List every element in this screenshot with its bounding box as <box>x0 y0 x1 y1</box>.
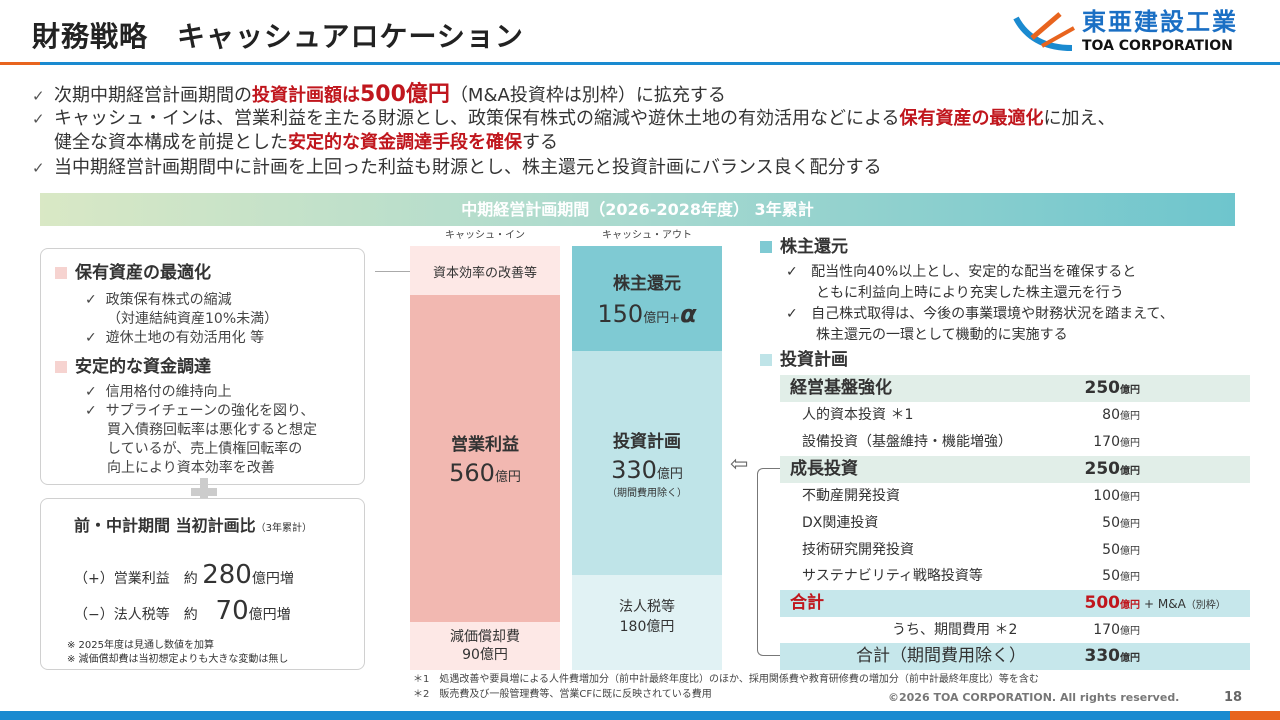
table-row: 不動産開発投資 100億円 <box>802 488 1140 504</box>
check-icon: ✓ <box>32 110 45 128</box>
s1-title: 保有資産の最適化 <box>55 263 211 283</box>
cash-in-depreciation: 減価償却費 90億円 <box>410 622 560 670</box>
bullet-3: ✓ 当中期経営計画期間中に計画を上回った利益も財源とし、株主還元と投資計画にバラン… <box>32 157 882 178</box>
footnote-2: ＊2 販売費及び一般管理費等、営業CFに既に反映されている費用 <box>413 689 712 700</box>
cash-out-tax: 法人税等 180億円 <box>572 575 722 670</box>
header-rule-blue <box>40 62 1280 65</box>
table-row: うち、期間費用 ＊2 170億円 <box>892 622 1140 638</box>
arrow-left-icon: ⇦ <box>730 452 749 477</box>
table-row: DX関連投資 50億円 <box>802 515 1140 531</box>
table-row: サステナビリティ戦略投資等 50億円 <box>802 568 1140 584</box>
prior-plan-box: 前・中計期間 当初計画比（3年累計） （+）営業利益 約 280億円増 （−）法… <box>40 498 365 670</box>
bracket-line <box>757 468 781 656</box>
notes: ※ 2025年度は見通し数値を加算 ※ 減価償却費は当初想定よりも大きな変動は無し <box>67 640 289 665</box>
cash-out-shareholder-returns: 株主還元 150億円+α <box>572 246 722 351</box>
table-row: 経営基盤強化 250億円 <box>780 375 1250 402</box>
cash-in-operating-profit: 営業利益 560億円 <box>410 295 560 622</box>
tax-increase: （−）法人税等 約 70億円増 <box>74 596 291 626</box>
check-icon: ✓ <box>32 87 45 105</box>
header-rule-orange <box>0 62 40 65</box>
s2-title: 安定的な資金調達 <box>55 357 211 377</box>
footnote-1: ＊1 処遇改善や要員増による人件費増加分（前中計最終年度比）のほか、採用関係費や… <box>413 674 1039 685</box>
footer-bar-blue <box>0 711 1230 720</box>
table-row: 人的資本投資 ＊1 80億円 <box>802 407 1140 423</box>
total-row: 合計 500億円 + M&A（別枠） <box>780 590 1250 617</box>
profit-increase: （+）営業利益 約 280億円増 <box>74 560 294 590</box>
connector-line <box>375 271 415 272</box>
investment-title: 投資計画 <box>760 350 848 370</box>
logo-jp: 東亜建設工業 <box>1082 8 1238 36</box>
page-title: 財務戦略 キャッシュアロケーション <box>32 20 524 53</box>
period-banner: 中期経営計画期間（2026-2028年度） 3年累計 <box>40 193 1235 226</box>
footer-bar-orange <box>1230 711 1280 720</box>
plus-icon <box>191 478 217 506</box>
box2-title: 前・中計期間 当初計画比（3年累計） <box>74 516 312 535</box>
total-excl-row: 合計（期間費用除く） 330億円 <box>780 643 1250 670</box>
table-row: 設備投資（基盤維持・機能増強） 170億円 <box>802 434 1140 450</box>
returns-title: 株主還元 <box>760 237 848 257</box>
bullet-2-cont: 健全な資本構成を前提とした安定的な資金調達手段を確保する <box>54 132 558 153</box>
s1-list: ✓ 政策保有株式の縮減 （対連結純資産10%未満） ✓ 遊休土地の有効活用化 等 <box>85 292 279 346</box>
cash-out-investment: 投資計画 330億円 （期間費用除く） <box>572 351 722 575</box>
bullet-2: ✓ キャッシュ・インは、営業利益を主たる財源とし、政策保有株式の縮減や遊休土地の有… <box>32 108 1116 129</box>
asset-funding-box: 保有資産の最適化 ✓ 政策保有株式の縮減 （対連結純資産10%未満） ✓ 遊休土… <box>40 248 365 485</box>
company-logo: 東亜建設工業 TOA CORPORATION <box>1012 8 1252 58</box>
copyright: ©2026 TOA CORPORATION. All rights reserv… <box>888 691 1180 704</box>
cash-out-header: キャッシュ・アウト <box>602 230 692 241</box>
returns-list: ✓ 配当性向40%以上とし、安定的な配当を確保すると ともに利益向上時により充実… <box>786 264 1174 343</box>
cash-in-header: キャッシュ・イン <box>445 230 525 241</box>
page-number: 18 <box>1224 690 1243 705</box>
table-row: 技術研究開発投資 50億円 <box>802 542 1140 558</box>
check-icon: ✓ <box>32 159 45 177</box>
logo-en: TOA CORPORATION <box>1082 38 1233 54</box>
cash-in-efficiency: 資本効率の改善等 <box>410 246 560 295</box>
bird-logo-icon <box>1013 12 1075 51</box>
table-row: 成長投資 250億円 <box>780 456 1250 483</box>
s2-list: ✓ 信用格付の維持向上 ✓ サプライチェーンの強化を図り、 買入債務回転率は悪化… <box>85 384 317 476</box>
bullet-1: ✓ 次期中期経営計画期間の投資計画額は500億円（M&A投資枠は別枠）に拡充する <box>32 82 726 107</box>
